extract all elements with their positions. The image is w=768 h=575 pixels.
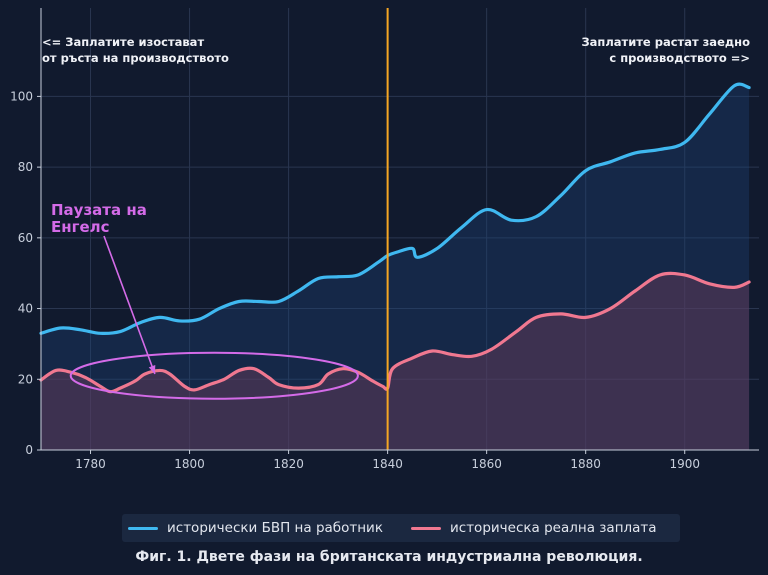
series-area-gdp bbox=[41, 84, 750, 450]
engels-label-line: Паузата на bbox=[51, 201, 147, 219]
legend-swatch-wage bbox=[411, 526, 441, 530]
legend-item-gdp: исторически БВП на работник bbox=[122, 520, 383, 536]
x-tick-label: 1900 bbox=[669, 457, 700, 471]
engels-arrow-head bbox=[148, 364, 156, 374]
legend: исторически БВП на работник историческа … bbox=[122, 514, 680, 542]
plot-area bbox=[41, 8, 759, 450]
line-chart: 0 20 40 60 80 100 1780 1800 1820 1840 1860 1880 1900… bbox=[10, 8, 759, 471]
legend-label-wage: историческа реална заплата bbox=[450, 520, 657, 536]
legend-item-wage: историческа реална заплата bbox=[405, 520, 657, 536]
engels-pause-ellipse bbox=[69, 351, 359, 400]
y-tick-label: 60 bbox=[18, 231, 33, 245]
series-area-wage bbox=[41, 273, 750, 450]
y-tick-label: 40 bbox=[18, 302, 33, 316]
y-tick-label: 80 bbox=[18, 160, 33, 174]
engels-label-line: Енгелс bbox=[51, 218, 110, 236]
y-tick-label: 20 bbox=[18, 372, 33, 386]
x-tick-label: 1860 bbox=[471, 457, 502, 471]
note-left-line: <= Заплатите изостават bbox=[42, 35, 204, 49]
x-tick-label: 1840 bbox=[372, 457, 403, 471]
figure-caption: Фиг. 1. Двете фази на британската индуст… bbox=[135, 549, 643, 565]
y-tick-label: 0 bbox=[25, 443, 33, 457]
note-right-line: Заплатите растат заедно bbox=[581, 35, 750, 49]
y-tick-label: 100 bbox=[10, 89, 33, 103]
x-tick-label: 1800 bbox=[174, 457, 205, 471]
legend-swatch-gdp bbox=[128, 526, 158, 530]
series-line-wage bbox=[39, 271, 751, 394]
note-right-line: с производството => bbox=[609, 51, 750, 65]
series-line-gdp bbox=[39, 82, 751, 336]
x-tick-label: 1780 bbox=[75, 457, 106, 471]
note-left-line: от ръста на производството bbox=[42, 51, 229, 65]
x-tick-label: 1880 bbox=[570, 457, 601, 471]
engels-arrow-line bbox=[103, 235, 156, 375]
x-tick-label: 1820 bbox=[273, 457, 304, 471]
legend-label-gdp: исторически БВП на работник bbox=[167, 520, 383, 536]
